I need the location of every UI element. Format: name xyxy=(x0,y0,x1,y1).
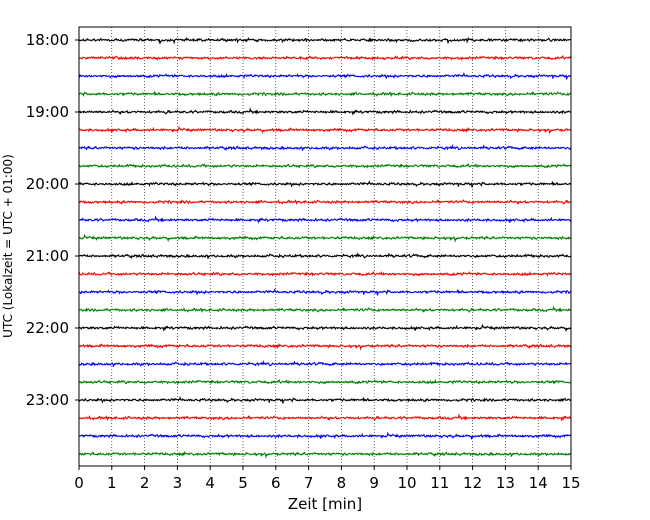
y-axis: 18:00 19:00 20:00 21:00 22:00 23:00 xyxy=(26,31,79,409)
trace-line xyxy=(78,342,572,351)
trace-line xyxy=(78,270,572,277)
x-tick-label: 6 xyxy=(271,474,281,492)
x-tick-label: 0 xyxy=(74,474,84,492)
trace-line xyxy=(78,125,572,135)
x-tick-label: 2 xyxy=(140,474,150,492)
trace-line xyxy=(78,431,572,441)
trace-line xyxy=(78,251,572,260)
trace-line xyxy=(78,36,572,45)
trace-line xyxy=(78,162,572,169)
x-tick-label: 4 xyxy=(205,474,215,492)
x-tick-label: 14 xyxy=(529,474,548,492)
trace-line xyxy=(78,359,572,367)
x-tick-label: 8 xyxy=(337,474,347,492)
x-tick-label: 10 xyxy=(397,474,416,492)
y-axis-label: UTC (Lokalzeit = UTC + 01:00) xyxy=(1,154,15,338)
x-tick-label: 15 xyxy=(561,474,580,492)
x-tick-label: 9 xyxy=(369,474,379,492)
trace-line xyxy=(78,233,572,243)
x-tick-label: 12 xyxy=(463,474,482,492)
x-tick-label: 5 xyxy=(238,474,248,492)
trace-line xyxy=(78,54,572,61)
trace-line xyxy=(78,450,572,459)
y-tick-label: 20:00 xyxy=(26,175,69,193)
y-tick-label: 22:00 xyxy=(26,319,69,337)
trace-line xyxy=(78,143,572,152)
x-tick-label: 11 xyxy=(430,474,449,492)
trace-line xyxy=(78,90,572,97)
trace-line xyxy=(78,378,572,385)
x-tick-label: 3 xyxy=(173,474,183,492)
x-tick-label: 7 xyxy=(304,474,314,492)
trace-line xyxy=(78,107,572,116)
trace-line xyxy=(78,198,572,205)
x-axis: 0 1 2 3 4 5 6 7 8 9 10 11 12 13 14 15 xyxy=(74,466,581,492)
trace-line xyxy=(78,413,572,422)
y-tick-label: 18:00 xyxy=(26,31,69,49)
trace-line xyxy=(78,180,572,188)
x-axis-label: Zeit [min] xyxy=(288,495,362,513)
trace-line xyxy=(78,72,572,80)
y-tick-label: 23:00 xyxy=(26,391,69,409)
trace-line xyxy=(78,305,572,313)
y-tick-label: 19:00 xyxy=(26,103,69,121)
trace-line xyxy=(78,396,572,404)
trace-line xyxy=(78,288,572,296)
x-tick-label: 1 xyxy=(107,474,117,492)
y-tick-label: 21:00 xyxy=(26,247,69,265)
x-tick-label: 13 xyxy=(496,474,515,492)
traces xyxy=(78,36,572,459)
trace-line xyxy=(78,323,572,333)
plot-frame xyxy=(78,26,572,467)
trace-line xyxy=(78,215,572,224)
grid-lines xyxy=(111,27,539,466)
